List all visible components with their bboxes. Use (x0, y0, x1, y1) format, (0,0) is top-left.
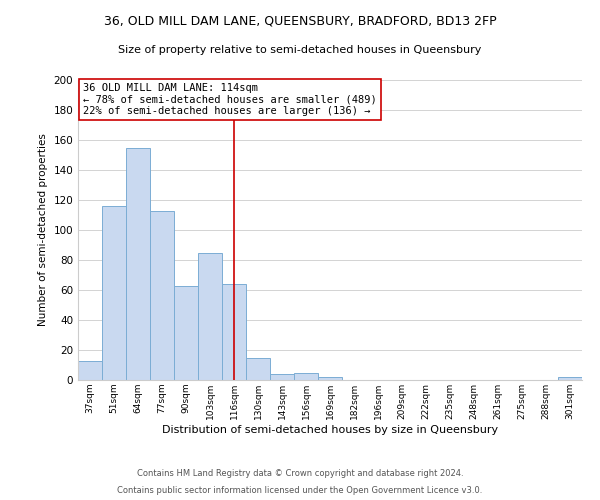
Text: Contains HM Land Registry data © Crown copyright and database right 2024.: Contains HM Land Registry data © Crown c… (137, 468, 463, 477)
Text: 36, OLD MILL DAM LANE, QUEENSBURY, BRADFORD, BD13 2FP: 36, OLD MILL DAM LANE, QUEENSBURY, BRADF… (104, 15, 496, 28)
Bar (294, 372, 318, 380)
Text: Contains public sector information licensed under the Open Government Licence v3: Contains public sector information licen… (118, 486, 482, 495)
Y-axis label: Number of semi-detached properties: Number of semi-detached properties (38, 134, 48, 326)
Bar (198, 252, 222, 380)
Bar (126, 148, 150, 380)
Bar (174, 286, 198, 380)
Bar (318, 377, 342, 380)
Bar (222, 284, 246, 380)
Bar (150, 210, 174, 380)
Text: 36 OLD MILL DAM LANE: 114sqm
← 78% of semi-detached houses are smaller (489)
22%: 36 OLD MILL DAM LANE: 114sqm ← 78% of se… (83, 83, 377, 116)
X-axis label: Distribution of semi-detached houses by size in Queensbury: Distribution of semi-detached houses by … (162, 424, 498, 434)
Bar (558, 377, 582, 380)
Bar (78, 360, 102, 380)
Bar (102, 206, 126, 380)
Bar (246, 358, 270, 380)
Text: Size of property relative to semi-detached houses in Queensbury: Size of property relative to semi-detach… (118, 45, 482, 55)
Bar (270, 374, 294, 380)
